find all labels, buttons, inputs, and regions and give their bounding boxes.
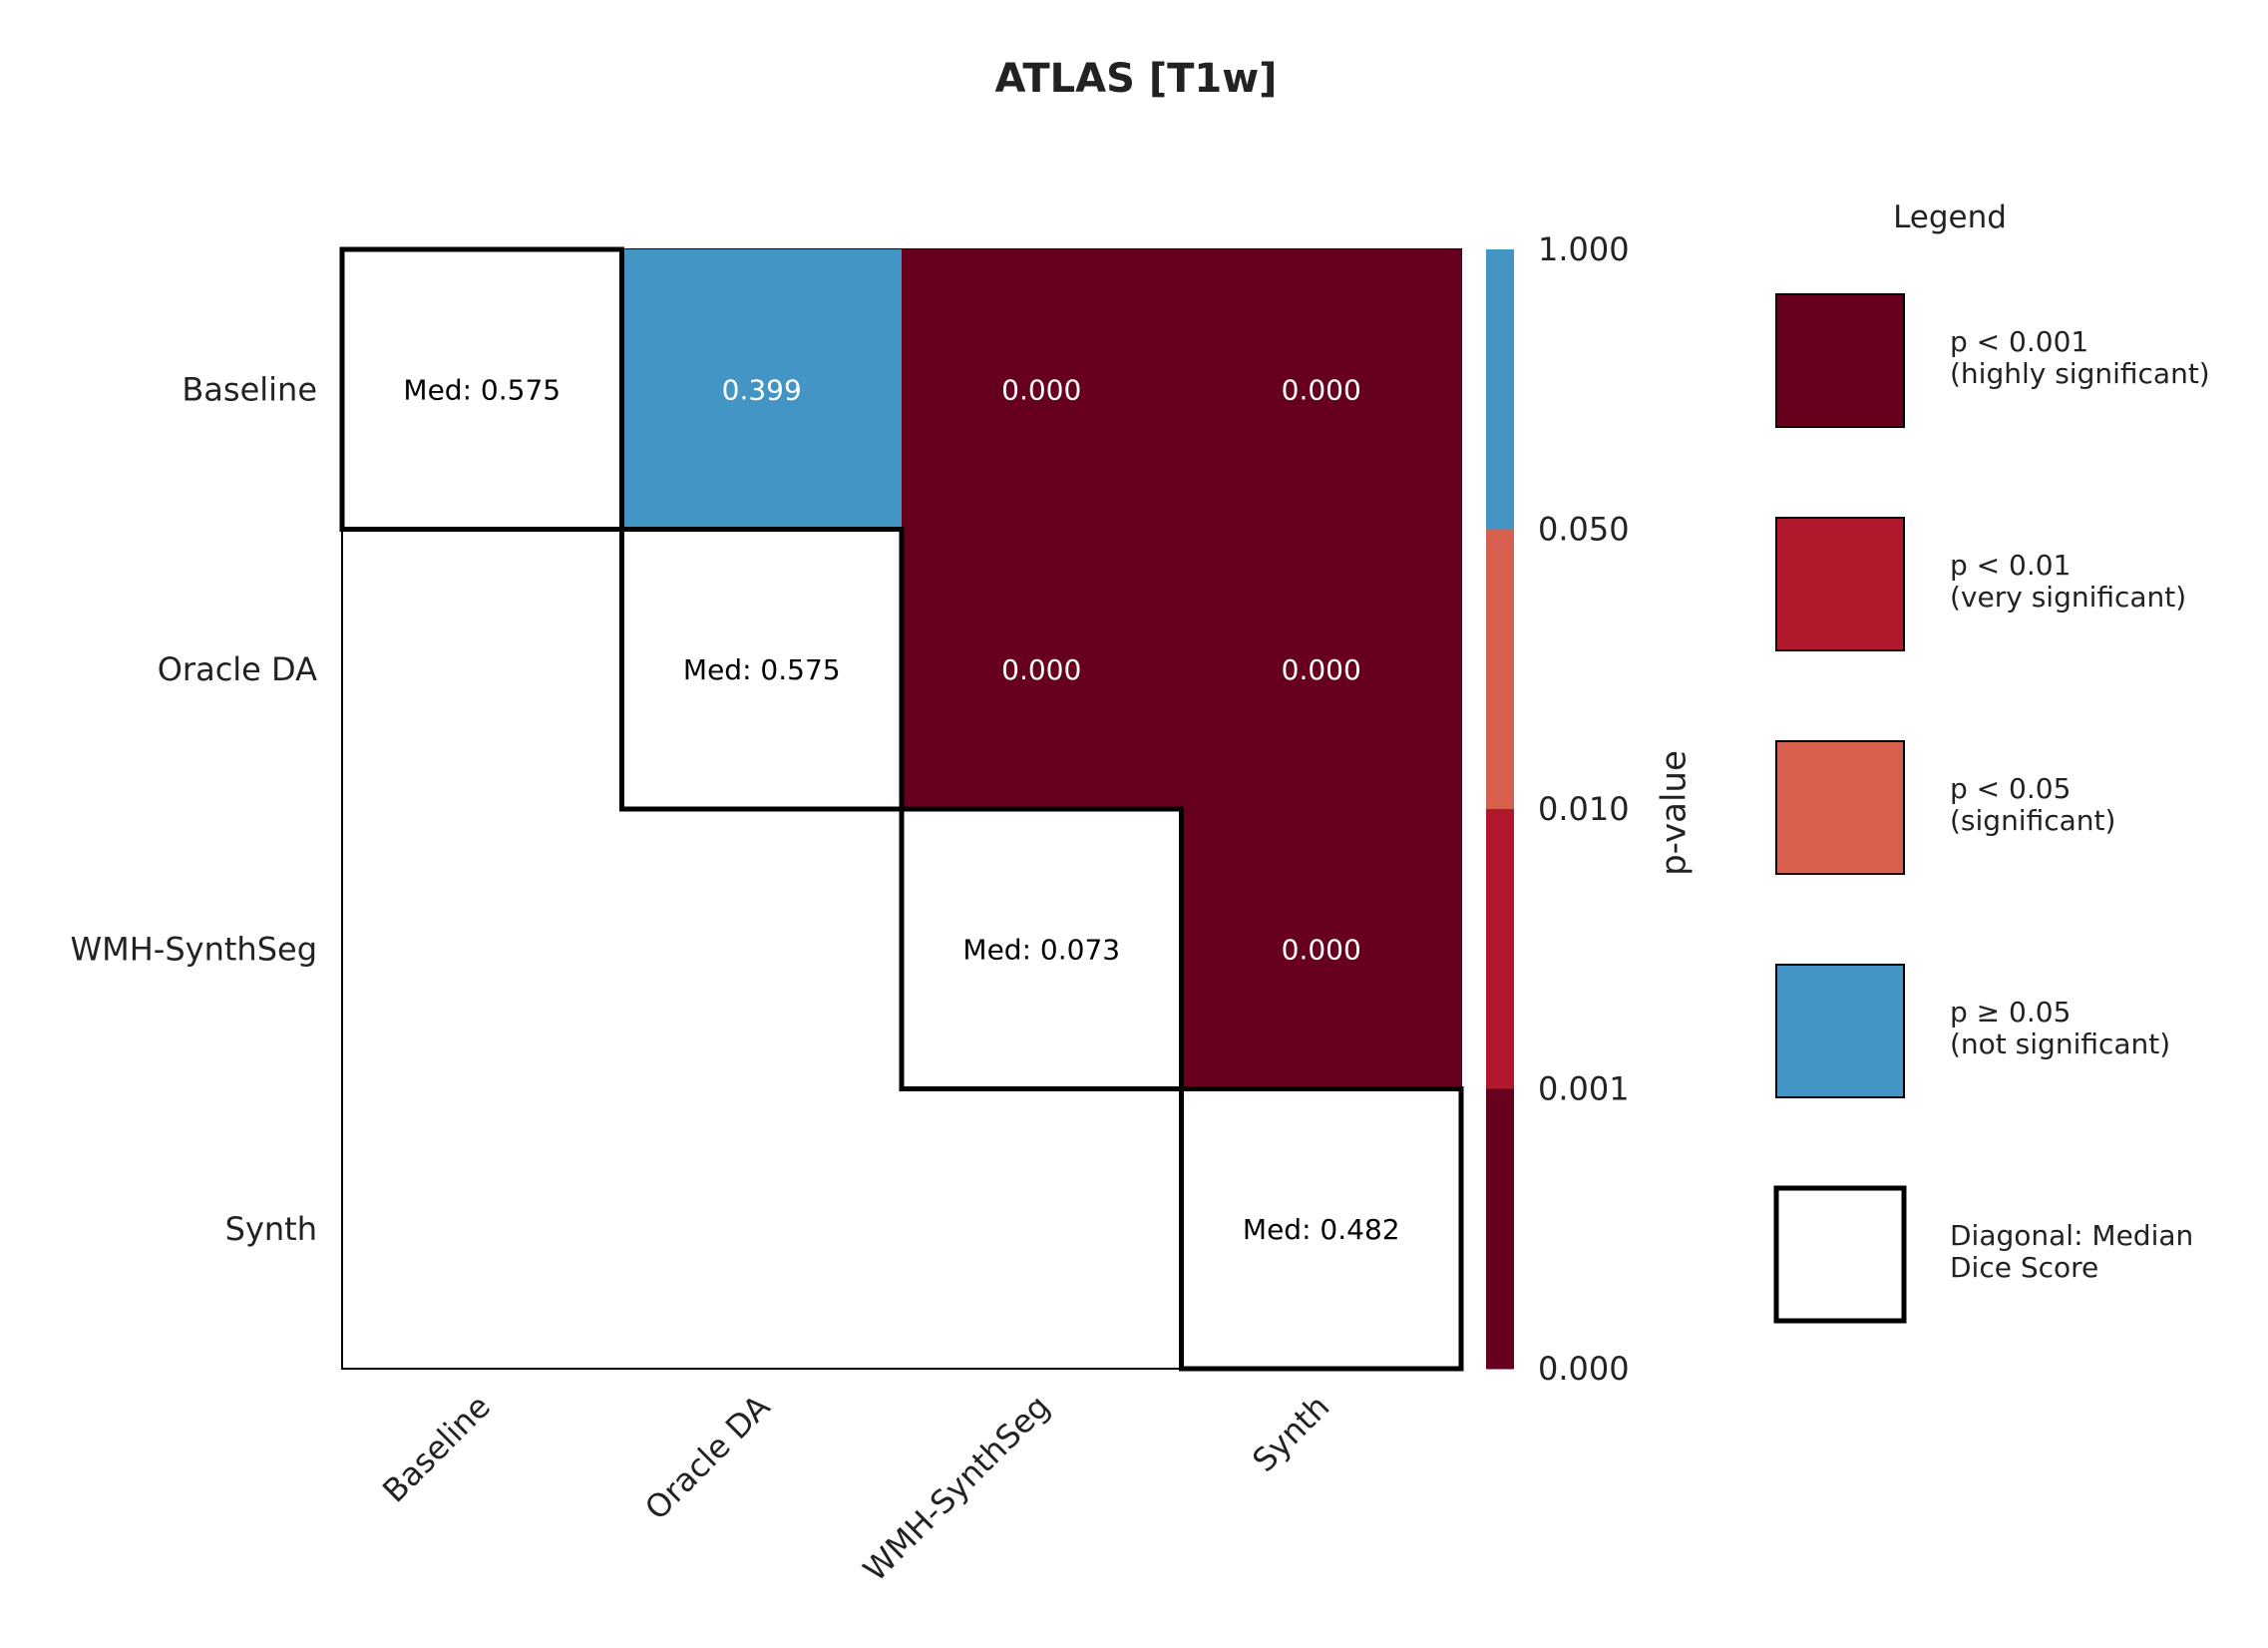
cell-value-label: 0.000: [1001, 373, 1081, 406]
colorbar-segment: [1486, 1088, 1514, 1370]
row-tick-label: Baseline: [182, 370, 317, 408]
legend-swatch: [1775, 293, 1905, 428]
cell-value-label: 0.000: [1001, 653, 1081, 686]
diagonal-median-label: Med: 0.575: [683, 653, 841, 686]
heatmap-cell: [902, 529, 1183, 810]
heatmap-cell: [902, 249, 1183, 531]
diagonal-cell: [1179, 1086, 1464, 1372]
diagonal-median-label: Med: 0.575: [403, 373, 561, 406]
cell-value-label: 0.000: [1282, 933, 1361, 966]
legend-title: Legend: [1893, 200, 2007, 235]
legend-sublabel: (significant): [1950, 804, 2115, 837]
colorbar: 1.000 0.050 0.010 0.001 0.000: [1486, 230, 1630, 1388]
colorbar-tick-label: 0.000: [1538, 1350, 1630, 1388]
diagonal-median-label: Med: 0.073: [962, 933, 1120, 966]
legend-swatch: [1775, 740, 1905, 875]
diagonal-cell: [339, 246, 624, 532]
legend-swatch: [1775, 964, 1905, 1098]
cell-value-label: 0.000: [1282, 373, 1361, 406]
legend-label: p < 0.001: [1950, 325, 2088, 358]
column-tick-label: Baseline: [375, 1388, 498, 1510]
legend-sublabel: (not significant): [1950, 1028, 2170, 1060]
heatmap-cell: [1181, 809, 1462, 1090]
colorbar-tick-label: 0.050: [1538, 511, 1630, 549]
colorbar-tick-label: 0.010: [1538, 790, 1630, 828]
colorbar-label: p-value: [1655, 750, 1695, 876]
cell-value-label: 0.000: [1282, 653, 1361, 686]
heatmap-cell: [1181, 249, 1462, 531]
legend-label: Diagonal: Median: [1950, 1219, 2193, 1252]
legend-swatch: [1775, 517, 1905, 651]
legend-sublabel: (very significant): [1950, 581, 2186, 614]
row-tick-label: Synth: [225, 1210, 317, 1248]
colorbar-segment: [1486, 809, 1514, 1089]
column-tick-label: Oracle DA: [637, 1388, 777, 1527]
heatmap-grid: 0.399 0.000 0.000 0.000 0.000 0.000 Med: 0.575…: [70, 246, 1464, 1589]
legend-label: p ≥ 0.05: [1950, 996, 2071, 1029]
diagonal-cell: [619, 527, 905, 812]
heatmap-cell: [621, 249, 903, 531]
column-tick-label: WMH-SynthSeg: [856, 1388, 1057, 1589]
chart-title: ATLAS [T1w]: [995, 56, 1278, 102]
legend-label: p < 0.05: [1950, 772, 2071, 805]
legend-sublabel: Dice Score: [1950, 1251, 2098, 1284]
diagonal-median-label: Med: 0.482: [1243, 1213, 1400, 1246]
colorbar-segment: [1486, 249, 1514, 530]
column-tick-label: Synth: [1245, 1388, 1336, 1479]
colorbar-tick-label: 1.000: [1538, 230, 1630, 268]
colorbar-tick-label: 0.001: [1538, 1070, 1630, 1108]
cell-value-label: 0.399: [722, 373, 802, 406]
heatmap-cell: [1181, 529, 1462, 810]
legend: Legend p < 0.001(highly significant) p < …: [1773, 200, 2210, 1324]
legend-sublabel: (highly significant): [1950, 357, 2210, 390]
legend-swatch: [1773, 1185, 1907, 1324]
colorbar-segment: [1486, 529, 1514, 810]
diagonal-cell: [899, 806, 1184, 1091]
row-tick-label: WMH-SynthSeg: [70, 930, 317, 968]
row-tick-label: Oracle DA: [158, 650, 317, 688]
legend-label: p < 0.01: [1950, 549, 2071, 582]
